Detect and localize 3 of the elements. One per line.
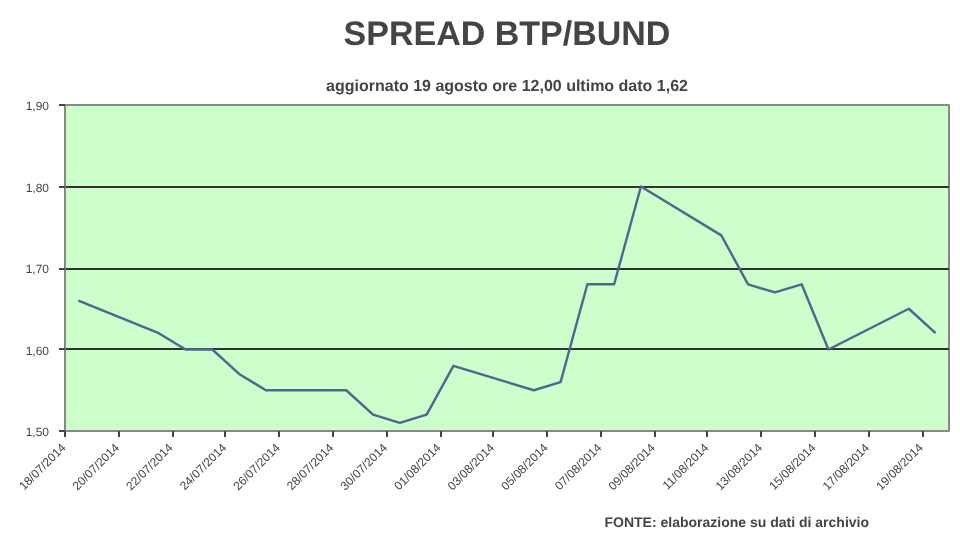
chart-title: SPREAD BTP/BUND: [343, 15, 671, 53]
line-series: [77, 185, 937, 425]
chart-subtitle: aggiornato 19 agosto ore 12,00 ultimo dato 1,62: [326, 77, 690, 95]
